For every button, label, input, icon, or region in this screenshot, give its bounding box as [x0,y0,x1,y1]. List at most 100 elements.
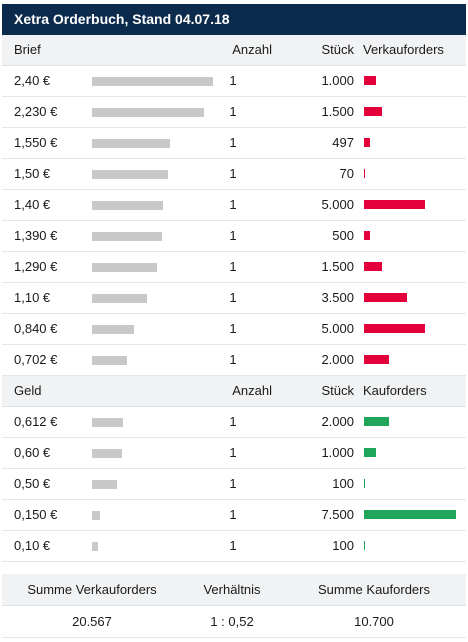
anzahl: 1 [229,104,237,119]
sell-volume-bar [364,107,382,116]
brief-row: 1,290 € 1 1.500 [2,252,466,283]
price-bar [92,139,170,148]
price-bar [92,201,163,210]
price: 0,50 € [14,476,51,491]
price: 2,40 € [14,73,51,88]
stueck: 100 [332,476,354,491]
geld-header-price: Geld [14,383,42,398]
price: 0,702 € [14,352,58,367]
stueck: 100 [332,538,354,553]
brief-row: 1,10 € 1 3.500 [2,283,466,314]
stueck: 1.000 [321,445,354,460]
summary-ratio-label: Verhältnis [203,582,261,597]
price: 0,10 € [14,538,51,553]
geld-row: 0,10 € 1 100 [2,531,466,562]
stueck: 5.000 [321,321,354,336]
brief-header-anzahl: Anzahl [232,42,272,57]
stueck: 70 [339,166,354,181]
stueck: 1.500 [321,104,354,119]
anzahl: 1 [229,166,237,181]
brief-header-orders: Verkauforders [363,42,444,57]
geld-row: 0,612 € 1 2.000 [2,407,466,438]
sell-volume-bar [364,169,365,178]
anzahl: 1 [229,538,237,553]
brief-row: 2,40 € 1 1.000 [2,66,466,97]
geld-row: 0,50 € 1 100 [2,469,466,500]
price-bar [92,294,147,303]
stueck: 5.000 [321,197,354,212]
sell-volume-bar [364,293,407,302]
buy-volume-bar [364,510,456,519]
brief-header: Brief Anzahl Stück Verkauforders [2,35,466,66]
price: 0,150 € [14,507,58,522]
price-bar [92,449,122,458]
summary-ratio-value: 1 : 0,52 [210,614,254,629]
anzahl: 1 [229,476,237,491]
stueck: 7.500 [321,507,354,522]
brief-header-stueck: Stück [321,42,354,57]
geld-row: 0,150 € 1 7.500 [2,500,466,531]
geld-header-anzahl: Anzahl [232,383,272,398]
geld-row: 0,60 € 1 1.000 [2,438,466,469]
stueck: 500 [332,228,354,243]
brief-row: 1,550 € 1 497 [2,128,466,159]
price-bar [92,480,117,489]
stueck: 1.500 [321,259,354,274]
price: 1,50 € [14,166,51,181]
summary-buy-label: Summe Kauforders [318,582,430,597]
buy-volume-bar [364,448,376,457]
stueck: 2.000 [321,414,354,429]
brief-row: 2,230 € 1 1.500 [2,97,466,128]
stueck: 3.500 [321,290,354,305]
price: 1,550 € [14,135,58,150]
price: 0,60 € [14,445,51,460]
brief-row: 0,702 € 1 2.000 [2,345,466,376]
summary-buy-value: 10.700 [354,614,394,629]
price: 0,840 € [14,321,58,336]
price-bar [92,418,123,427]
sell-volume-bar [364,355,389,364]
brief-row: 0,840 € 1 5.000 [2,314,466,345]
price: 1,10 € [14,290,51,305]
price-bar [92,170,168,179]
geld-header-stueck: Stück [321,383,354,398]
buy-volume-bar [364,479,365,488]
price: 1,390 € [14,228,58,243]
price-bar [92,542,98,551]
buy-volume-bar [364,417,389,426]
sell-volume-bar [364,262,382,271]
price-bar [92,356,127,365]
anzahl: 1 [229,228,237,243]
sell-volume-bar [364,200,425,209]
summary-sell-label: Summe Verkauforders [27,582,157,597]
stueck: 497 [332,135,354,150]
summary-header: Summe Verkauforders Verhältnis Summe Kau… [2,574,466,606]
orderbook-title: Xetra Orderbuch, Stand 04.07.18 [2,4,466,35]
brief-header-price: Brief [14,42,41,57]
sell-volume-bar [364,76,376,85]
anzahl: 1 [229,321,237,336]
sell-volume-bar [364,231,370,240]
brief-row: 1,40 € 1 5.000 [2,190,466,221]
sell-volume-bar [364,324,425,333]
anzahl: 1 [229,352,237,367]
price-bar [92,325,134,334]
buy-volume-bar [364,541,365,550]
price-bar [92,263,157,272]
geld-header-orders: Kauforders [363,383,427,398]
summary-sell-value: 20.567 [72,614,112,629]
brief-row: 1,390 € 1 500 [2,221,466,252]
price-bar [92,108,204,117]
geld-header: Geld Anzahl Stück Kauforders [2,376,466,407]
stueck: 2.000 [321,352,354,367]
price-bar [92,232,162,241]
price: 0,612 € [14,414,58,429]
anzahl: 1 [229,197,237,212]
price: 1,290 € [14,259,58,274]
stueck: 1.000 [321,73,354,88]
sell-volume-bar [364,138,370,147]
anzahl: 1 [229,73,237,88]
summary-values: 20.567 1 : 0,52 10.700 [2,606,466,638]
anzahl: 1 [229,507,237,522]
brief-row: 1,50 € 1 70 [2,159,466,190]
